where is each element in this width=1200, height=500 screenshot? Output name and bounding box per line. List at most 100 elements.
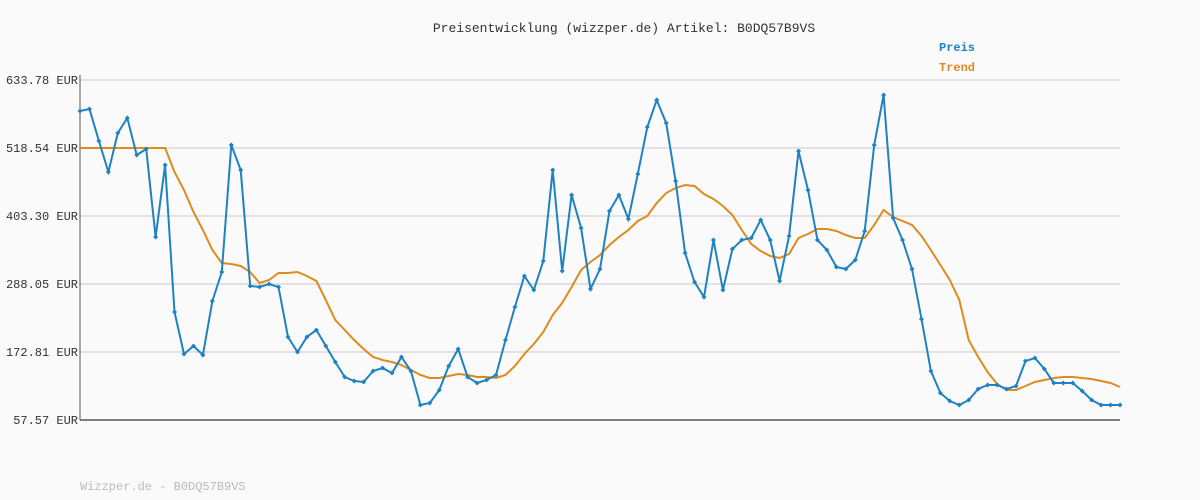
data-point [313,327,319,333]
data-point [512,304,518,310]
data-point [181,351,187,357]
data-point [597,266,603,272]
y-tick-label: 172.81 EUR [6,346,78,360]
data-point [947,398,953,404]
data-point [1051,380,1057,386]
data-point [493,372,499,378]
data-point [332,359,338,365]
data-point [474,380,480,386]
data-point [304,334,310,340]
data-point [606,208,612,214]
data-point [502,337,508,343]
data-point [881,92,887,98]
data-point [644,124,650,130]
data-point [843,266,849,272]
data-point [247,283,253,289]
series-line [80,147,1121,391]
data-point [569,192,575,198]
data-point [559,268,565,274]
data-point [550,167,556,173]
data-point [219,269,225,275]
data-point [890,215,896,221]
footer: Wizzper.de - B0DQ57B9VS [80,480,246,494]
data-point [1060,380,1066,386]
data-point [692,279,698,285]
data-point [862,228,868,234]
data-point [1004,386,1010,392]
y-tick-label: 288.05 EUR [6,278,78,292]
data-point [200,352,206,358]
data-point [153,234,159,240]
data-point [370,368,376,374]
y-tick-label: 518.54 EUR [6,142,78,156]
data-point [625,216,631,222]
data-point [1070,380,1076,386]
data-point [824,247,830,253]
data-point [446,363,452,369]
data-point [786,233,792,239]
data-point [966,397,972,403]
data-point [1117,402,1123,408]
data-point [748,235,754,241]
data-point [1098,402,1104,408]
data-point [521,273,527,279]
y-tick-label: 57.57 EUR [13,414,78,428]
data-point [682,250,688,256]
data-point [994,382,1000,388]
data-point [361,379,367,385]
data-point [77,108,83,114]
data-point [1041,366,1047,372]
data-point [928,368,934,374]
data-point [1013,383,1019,389]
data-point [1032,355,1038,361]
data-point [796,148,802,154]
data-point [578,225,584,231]
data-point [805,187,811,193]
data-point [720,287,726,293]
data-point [701,294,707,300]
data-point [380,365,386,371]
chart-title: Preisentwicklung (wizzper.de) Artikel: B… [433,21,815,36]
data-point [285,334,291,340]
data-point [616,192,622,198]
data-point [276,284,282,290]
data-point [777,278,783,284]
data-point [134,152,140,158]
data-point [417,402,423,408]
data-point [814,237,820,243]
data-point [342,374,348,380]
data-point [852,257,858,263]
data-point [975,386,981,392]
data-point [294,349,300,355]
data-point [937,390,943,396]
data-point [408,368,414,374]
data-point [918,316,924,322]
data-point [209,298,215,304]
data-point [833,264,839,270]
data-point [540,258,546,264]
data-point [389,370,395,376]
data-point [257,284,263,290]
data-point [673,178,679,184]
data-point [351,378,357,384]
data-point [1108,402,1114,408]
data-point [635,171,641,177]
data-point [228,142,234,148]
data-point [767,237,773,243]
data-point [86,106,92,112]
data-point [900,237,906,243]
data-point [909,266,915,272]
data-point [729,246,735,252]
data-point [398,354,404,360]
data-point [531,287,537,293]
legend-label: Preis [939,41,975,55]
data-point [266,281,272,287]
data-point [124,115,130,121]
data-point [654,97,660,103]
data-point [588,286,594,292]
data-point [710,237,716,243]
data-point [1079,388,1085,394]
data-point [105,169,111,175]
